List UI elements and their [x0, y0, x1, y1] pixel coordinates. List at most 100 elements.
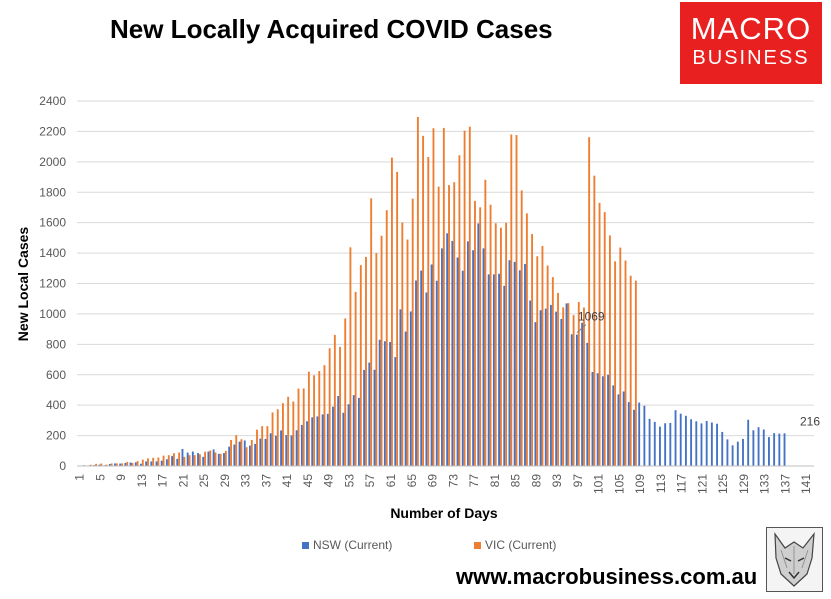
x-tick-label: 113	[654, 474, 668, 493]
bar-vic	[126, 461, 129, 466]
bar-vic	[250, 439, 253, 466]
bar-vic	[468, 126, 471, 466]
bar-vic	[245, 447, 248, 466]
x-tick-label: 73	[446, 474, 460, 488]
x-tick-label: 69	[426, 474, 440, 488]
bar-nsw	[155, 461, 158, 466]
bar-nsw	[477, 223, 480, 466]
bar-vic	[297, 388, 300, 466]
bar-nsw	[752, 430, 755, 466]
x-tick-label: 105	[612, 474, 626, 494]
bar-vic	[235, 435, 238, 466]
x-tick-label: 57	[363, 474, 377, 488]
macrobusiness-logo: MACRO BUSINESS	[680, 2, 822, 84]
bar-vic	[344, 318, 347, 466]
bar-vic	[89, 464, 92, 466]
x-tick-label: 41	[280, 474, 294, 488]
legend-swatch-vic	[474, 541, 481, 549]
bar-vic	[328, 348, 331, 466]
bar-vic	[562, 307, 565, 466]
bar-vic	[629, 275, 632, 466]
bar-nsw	[659, 426, 661, 466]
bar-nsw	[274, 435, 277, 466]
legend-label-vic: VIC (Current)	[485, 538, 557, 552]
bar-nsw	[98, 464, 101, 466]
x-tick-label: 33	[239, 474, 253, 488]
bar-vic	[505, 222, 508, 466]
bar-nsw	[648, 418, 651, 466]
bar-nsw	[269, 433, 272, 466]
bar-nsw	[383, 341, 386, 466]
bar-vic	[385, 210, 388, 466]
bar-vic	[494, 223, 497, 466]
bar-nsw	[108, 464, 111, 466]
bar-vic	[396, 171, 399, 466]
bar-vic	[422, 135, 425, 466]
bar-nsw	[513, 261, 516, 466]
y-tick-label: 800	[46, 337, 66, 351]
bar-nsw	[140, 463, 142, 466]
bar-vic	[546, 265, 549, 466]
logo-line-2: BUSINESS	[692, 47, 810, 69]
bar-nsw	[560, 318, 563, 466]
y-tick-label: 1200	[39, 277, 66, 291]
bar-nsw	[160, 460, 163, 466]
bar-vic	[603, 212, 606, 466]
bar-nsw	[643, 405, 646, 466]
bar-vic	[458, 155, 461, 466]
bar-nsw	[311, 417, 314, 466]
bar-vic	[484, 179, 487, 466]
bar-nsw	[233, 444, 236, 466]
bar-nsw	[607, 374, 609, 466]
bar-nsw	[581, 322, 584, 466]
bar-nsw	[768, 437, 770, 466]
bar-nsw	[570, 334, 573, 466]
bar-vic	[391, 157, 393, 466]
bar-nsw	[290, 435, 293, 466]
x-tick-label: 129	[737, 474, 751, 494]
bar-nsw	[176, 458, 179, 466]
bar-nsw	[347, 404, 350, 466]
bar-vic	[634, 280, 637, 466]
annotations: 1069 216	[576, 310, 820, 428]
bar-nsw	[524, 264, 526, 466]
bar-vic	[282, 403, 284, 466]
bar-vic	[261, 426, 264, 466]
bar-nsw	[394, 357, 397, 466]
bar-nsw	[300, 424, 303, 466]
bar-vic	[541, 245, 544, 466]
bar-nsw	[695, 421, 698, 466]
bar-vic	[375, 253, 378, 466]
bar-vic	[365, 256, 367, 466]
end-label-216: 216	[800, 414, 820, 428]
bar-nsw	[134, 462, 137, 466]
legend-swatch-nsw	[302, 541, 309, 549]
bar-nsw	[731, 445, 734, 466]
bar-nsw	[441, 248, 443, 466]
bar-nsw	[363, 369, 366, 466]
bar-nsw	[539, 310, 542, 466]
bar-vic	[173, 453, 175, 466]
bar-nsw	[129, 462, 132, 466]
bar-nsw	[617, 394, 620, 466]
bar-nsw	[171, 456, 174, 466]
bar-vic	[219, 453, 222, 466]
bar-nsw	[181, 448, 184, 466]
bar-nsw	[254, 443, 257, 466]
bar-vic	[136, 461, 139, 466]
bar-nsw	[212, 449, 215, 466]
bar-nsw	[544, 308, 547, 466]
bar-vic	[593, 175, 596, 466]
y-tick-label: 0	[59, 459, 66, 473]
annotation-label-1069: 1069	[578, 310, 605, 324]
bar-nsw	[186, 452, 189, 466]
bar-vic	[453, 182, 456, 466]
x-tick-label: 9	[114, 474, 128, 481]
bar-vic	[209, 450, 212, 466]
bar-vic	[354, 291, 357, 466]
bar-nsw	[321, 414, 324, 466]
x-tick-label: 53	[342, 474, 356, 488]
bar-nsw	[705, 420, 708, 466]
bar-nsw	[451, 240, 454, 466]
x-tick-label: 5	[93, 474, 107, 481]
